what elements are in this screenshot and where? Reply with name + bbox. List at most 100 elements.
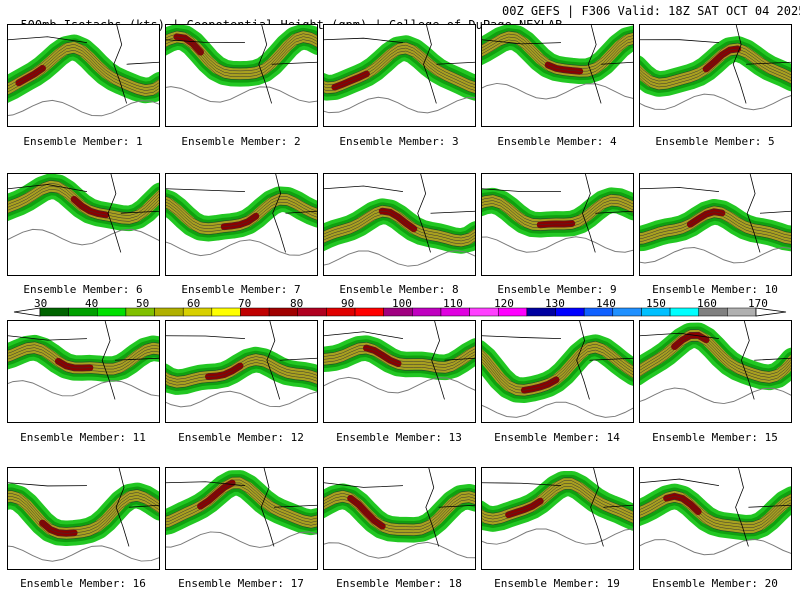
height-contour [166,39,317,78]
height-contour [482,196,633,223]
height-contour [8,183,159,216]
colorbar-label: 80 [290,297,304,310]
ensemble-panel [481,24,634,127]
map-boundaries [640,321,791,400]
ensemble-map [324,468,475,559]
map-boundaries [8,468,159,547]
ensemble-caption: Ensemble Member: 16 [20,577,146,590]
map-boundaries [482,174,633,253]
ensemble-map [640,25,791,111]
colorbar-label: 150 [646,297,666,310]
height-contour [324,353,475,374]
ensemble-panel [323,24,476,127]
height-contour [166,482,317,523]
map-boundaries [324,321,475,400]
ensemble-map [482,25,633,104]
height-contour [166,362,317,386]
map-boundaries [324,25,475,104]
height-contour [482,346,633,391]
height-contour [640,499,791,531]
map-boundaries [166,25,317,104]
height-contour [8,498,159,537]
ensemble-map [324,321,475,400]
height-contour-gray [166,390,317,408]
height-contour [8,341,159,364]
height-contour [324,41,475,83]
map-boundaries [482,25,633,104]
height-contour [640,214,791,242]
colorbar-swatch [412,307,442,317]
height-contour [482,199,633,226]
map-boundaries [324,174,475,253]
ensemble-panel [165,467,318,570]
ensemble-caption: Ensemble Member: 20 [652,577,778,590]
colorbar-label: 110 [443,297,463,310]
height-contour [166,193,317,224]
height-contour [166,36,317,75]
ensemble-panel [481,320,634,423]
height-contour [640,329,791,372]
title-right: 00Z GEFS | F306 Valid: 18Z SAT OCT 04 20… [502,4,800,18]
height-contour [482,30,633,66]
height-contour [482,477,633,514]
colorbar-label: 120 [494,297,514,310]
height-contour [482,202,633,228]
colorbar-label: 160 [697,297,717,310]
ensemble-panel [481,467,634,570]
ensemble-panel [323,173,476,276]
height-contour [166,476,317,517]
ensemble-caption: Ensemble Member: 2 [181,135,301,148]
height-contour [166,204,317,235]
height-contour [324,53,475,94]
height-contour [324,501,475,537]
height-contour [8,188,159,222]
height-contour-gray [640,538,791,556]
height-contour [324,47,475,89]
colorbar-label: 140 [596,297,616,310]
ensemble-map [640,468,791,556]
height-contour [8,344,159,367]
height-contour [482,36,633,72]
map-boundaries [482,468,633,547]
height-contour [482,42,633,78]
ensemble-map [166,468,317,548]
ensemble-panel [165,24,318,127]
colorbar-label: 70 [238,297,252,310]
height-contour [640,335,791,378]
height-contour [640,211,791,239]
colorbar-swatch [154,307,184,317]
map-boundaries [8,25,159,104]
ensemble-map [166,25,317,104]
map-boundaries [640,468,791,547]
height-contour-gray [482,82,633,100]
ensemble-caption: Ensemble Member: 19 [494,577,620,590]
map-boundaries [640,25,791,104]
map-boundaries [8,174,159,253]
ensemble-map [8,468,159,562]
height-contour [166,353,317,377]
height-contour-gray [8,99,159,117]
colorbar-swatch [211,307,241,317]
height-contour-gray [640,246,791,264]
colorbar-label: 50 [136,297,150,310]
height-contour [166,196,317,227]
height-contour [640,51,791,88]
height-contour [640,42,791,79]
ensemble-panel [7,173,160,276]
height-contour [324,44,475,86]
ensemble-map [482,174,633,253]
height-contour [8,186,159,219]
height-contour [324,493,475,528]
height-contour [324,50,475,92]
height-contour [640,48,791,85]
height-contour [324,216,475,248]
ensemble-panel [481,173,634,276]
height-contour [8,44,159,88]
colorbar-swatch [669,307,699,317]
height-contour [640,490,791,523]
ensemble-caption: Ensemble Member: 8 [339,283,459,296]
height-contour [8,492,159,531]
height-contour [324,213,475,245]
height-contour [324,490,475,525]
map-boundaries [324,468,475,547]
